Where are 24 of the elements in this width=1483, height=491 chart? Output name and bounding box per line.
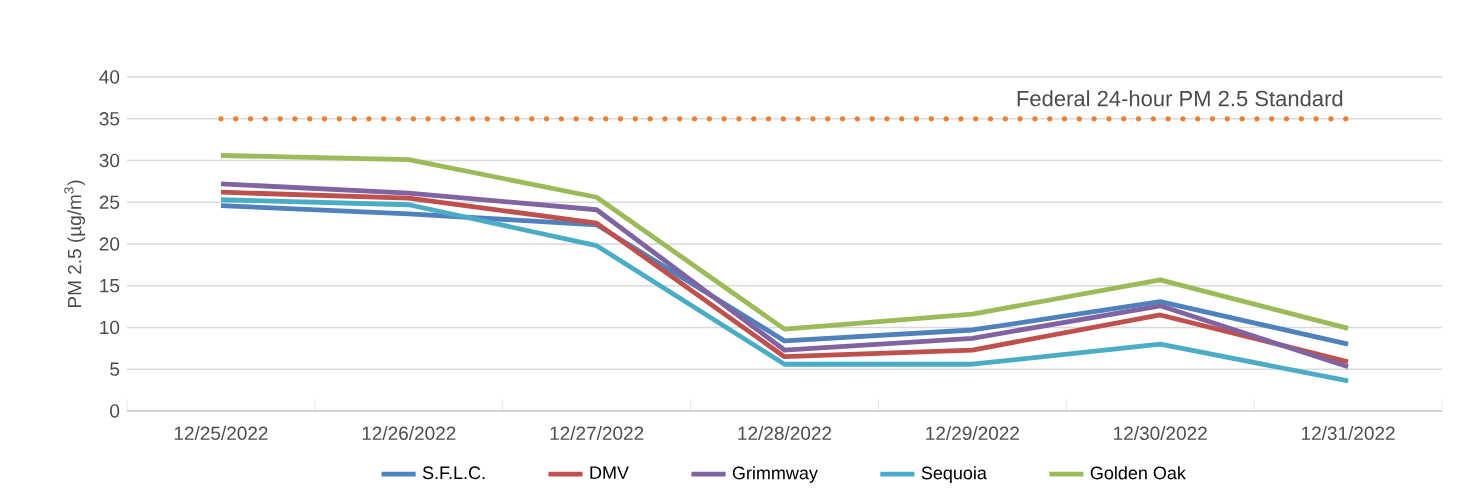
y-tick-label: 5: [110, 362, 120, 376]
y-tick-label: 30: [99, 153, 120, 168]
legend-label: DMV: [590, 466, 629, 479]
x-tick-label: 12/26/2022: [362, 426, 456, 441]
x-tick-label: 12/30/2022: [1114, 426, 1207, 441]
legend-label: S.F.L.C.: [422, 466, 485, 480]
legend-label: Grimmway: [732, 466, 818, 483]
y-tick-label: 10: [100, 320, 120, 335]
x-tick-label: 12/27/2022: [550, 426, 644, 441]
x-tick-label: 12/28/2022: [738, 426, 832, 441]
y-tick-label: 20: [99, 237, 120, 251]
legend-label: Golden Oak: [1090, 466, 1186, 480]
x-tick-label: 12/25/2022: [174, 426, 268, 441]
ref-line-label: Federal 24-hour PM 2.5 Standard: [1017, 90, 1343, 107]
y-tick-label: 15: [100, 279, 120, 293]
y-tick-label: 25: [99, 195, 120, 209]
y-axis-title: PM 2.5 (µg/m$^{3}$): [64, 180, 86, 307]
y-tick-label: 40: [99, 70, 120, 84]
x-tick-label: 12/31/2022: [1301, 426, 1395, 441]
line-series: [218, 153, 1351, 332]
y-tick-label: 35: [99, 112, 120, 126]
y-tick-label: 0: [110, 404, 120, 418]
legend-label: Sequoia: [921, 466, 987, 483]
x-tick-label: 12/29/2022: [926, 426, 1019, 441]
